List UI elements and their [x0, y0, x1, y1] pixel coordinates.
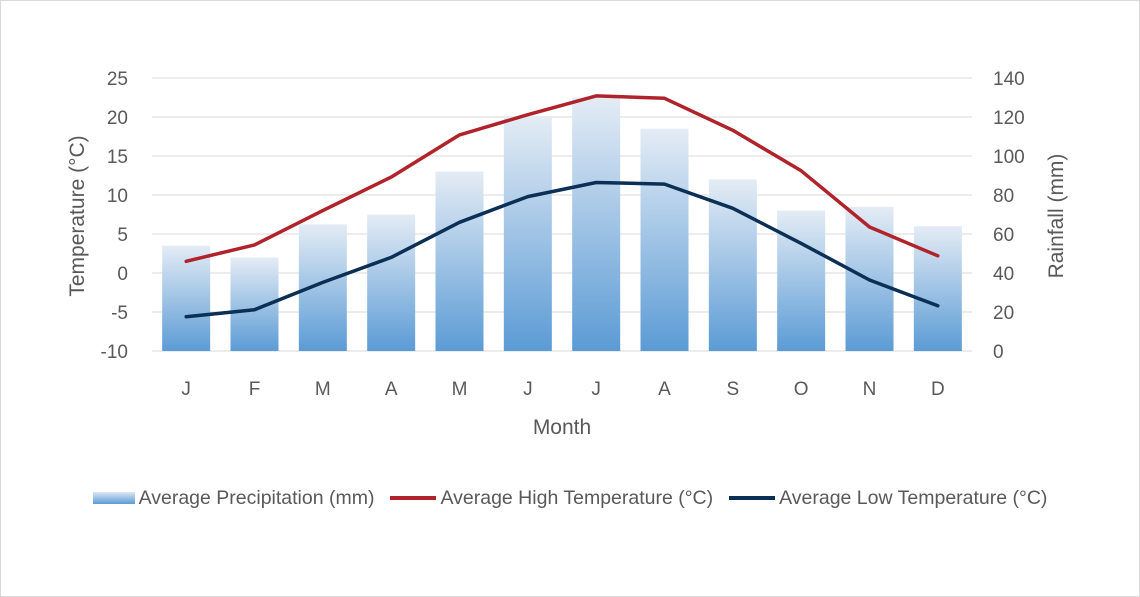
x-axis-title: Month	[533, 416, 591, 439]
right-tick-label: 40	[993, 264, 1014, 285]
right-tick-label: 80	[993, 186, 1014, 207]
right-tick-label: 20	[993, 303, 1014, 324]
x-tick-label: J	[591, 379, 601, 400]
left-tick-label: 20	[107, 108, 128, 129]
x-tick-label: M	[452, 379, 468, 400]
legend-label-low-temp: Average Low Temperature (°C)	[779, 486, 1048, 509]
precipitation-bar	[572, 97, 621, 351]
precipitation-bars	[162, 97, 962, 351]
left-axis-title: Temperature (°C)	[66, 135, 89, 296]
precipitation-bar	[777, 210, 826, 351]
right-tick-label: 140	[993, 69, 1025, 90]
low-temperature-line	[184, 180, 940, 319]
right-tick-label: 120	[993, 108, 1025, 129]
legend-label-precipitation: Average Precipitation (mm)	[138, 486, 375, 509]
x-tick-label: J	[523, 379, 533, 400]
left-tick-label: 0	[117, 264, 128, 285]
precipitation-bar	[367, 214, 416, 351]
left-tick-label: 25	[107, 69, 128, 90]
legend-label-high-temp: Average High Temperature (°C)	[440, 486, 714, 509]
precipitation-bar	[503, 117, 552, 351]
left-tick-label: -5	[111, 303, 128, 324]
left-axis-ticks: 25 20 15 10 5 0 -5 -10	[101, 69, 128, 363]
x-tick-label: A	[385, 379, 398, 400]
left-tick-label: 5	[117, 225, 128, 246]
right-tick-label: 60	[993, 225, 1014, 246]
legend-item-low-temp: Average Low Temperature (°C)	[729, 487, 1047, 510]
x-tick-label: F	[249, 379, 261, 400]
x-tick-label: S	[726, 379, 739, 400]
precipitation-bar	[913, 226, 962, 351]
left-tick-label: 15	[107, 147, 128, 168]
precipitation-bar	[435, 171, 484, 351]
left-tick-label: -10	[101, 342, 128, 363]
precipitation-bar	[708, 179, 757, 351]
precipitation-bar	[162, 245, 211, 351]
x-tick-label: M	[315, 379, 331, 400]
right-tick-label: 100	[993, 147, 1025, 168]
x-tick-label: A	[658, 379, 671, 400]
legend-swatch-high-temp	[390, 496, 437, 500]
legend: Average Precipitation (mm) Average High …	[0, 478, 1140, 518]
right-axis-ticks: 140 120 100 80 60 40 20 0	[993, 69, 1025, 363]
high-temperature-line	[184, 94, 940, 264]
right-axis-title: Rainfall (mm)	[1045, 154, 1068, 279]
legend-swatch-low-temp	[729, 496, 776, 500]
left-tick-label: 10	[107, 186, 128, 207]
x-tick-label: O	[794, 379, 809, 400]
temperature-lines	[184, 94, 940, 319]
gridlines	[152, 77, 972, 352]
right-tick-label: 0	[993, 342, 1004, 363]
x-tick-label: J	[181, 379, 191, 400]
x-tick-label: N	[863, 379, 877, 400]
legend-swatch-precipitation	[92, 492, 135, 504]
legend-item-precipitation: Average Precipitation (mm)	[92, 486, 375, 510]
precipitation-bar	[640, 128, 689, 351]
x-tick-label: D	[931, 379, 945, 400]
legend-item-high-temp: Average High Temperature (°C)	[390, 487, 713, 510]
